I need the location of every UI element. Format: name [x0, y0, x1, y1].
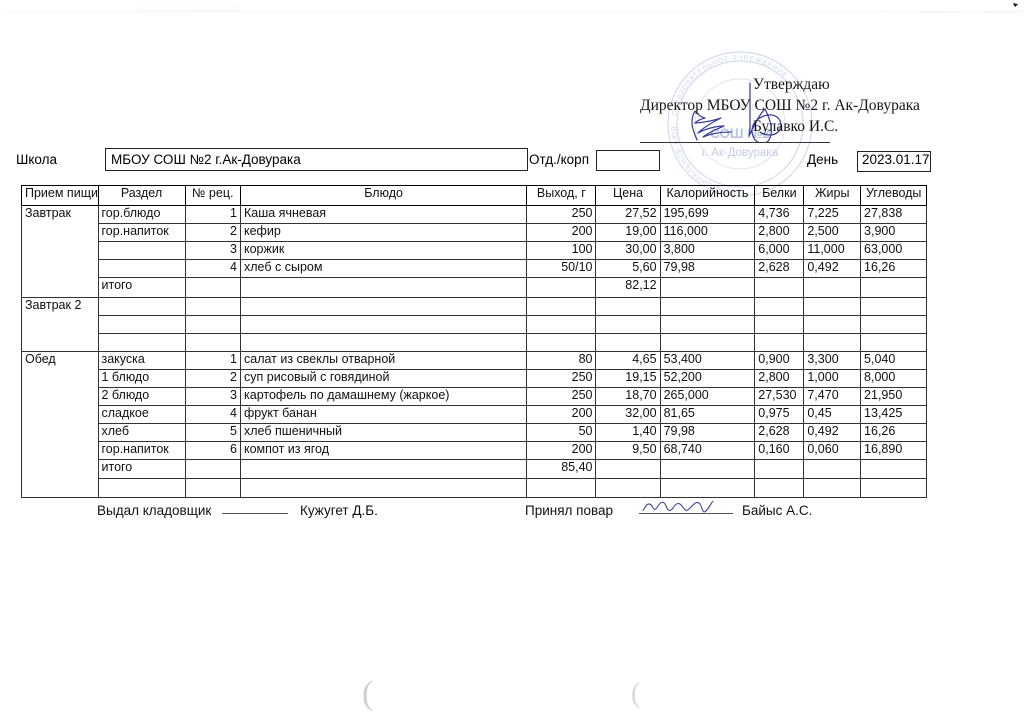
svg-text:г. Ак-Довурака: г. Ак-Довурака	[702, 147, 779, 159]
